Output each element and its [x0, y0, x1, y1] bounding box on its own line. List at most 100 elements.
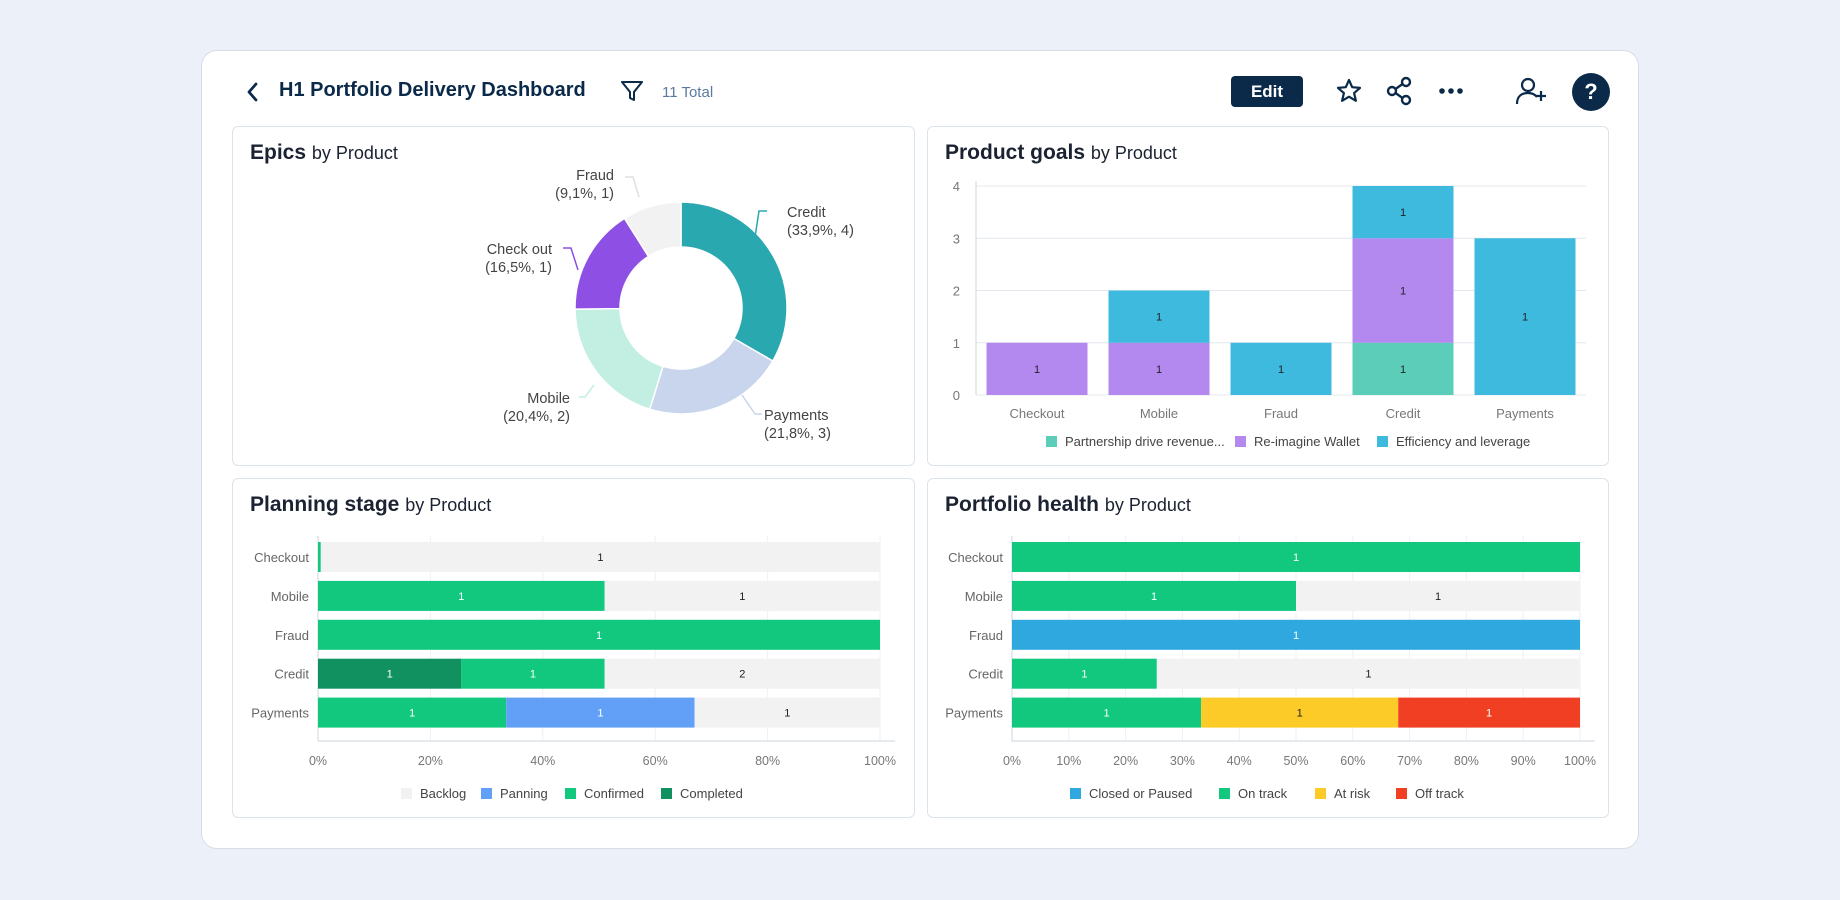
bar-mobile-efficiency-and-leverage: [1108, 290, 1210, 343]
y-tick-label-checkout: Checkout: [948, 550, 1003, 565]
bar-credit-backlog: [1156, 658, 1580, 689]
x-tick-label: 80%: [1454, 754, 1479, 768]
bar-value-label: 1: [1156, 364, 1162, 376]
legend-swatch-backlog: [401, 788, 412, 799]
bar-credit-partnership-drive-revenue: [1352, 342, 1454, 395]
pie-label-credit: Credit: [787, 205, 826, 221]
share-icon[interactable]: [1383, 75, 1415, 107]
bar-mobile-backlog: [1296, 580, 1580, 611]
legend-swatch-at-risk: [1315, 788, 1326, 799]
x-tick-label: 10%: [1056, 754, 1081, 768]
pie-leader-payments: [741, 394, 762, 415]
pie-value-credit: (33,9%, 4): [787, 223, 854, 239]
bar-value-label: 1: [1522, 312, 1528, 324]
bar-mobile-re-imagine-wallet: [1108, 342, 1210, 395]
bar-value-label: 1: [1365, 669, 1371, 681]
help-button[interactable]: ?: [1572, 73, 1610, 111]
add-user-icon[interactable]: [1515, 75, 1547, 107]
bar-mobile-confirmed: [318, 580, 605, 611]
y-tick-label-payments: Payments: [945, 706, 1003, 721]
y-tick-label: 0: [953, 388, 960, 403]
bar-value-label: 1: [387, 669, 393, 681]
legend-swatch-off-track: [1396, 788, 1407, 799]
pie-label-check-out: Check out: [487, 242, 552, 258]
x-tick-label: 50%: [1283, 754, 1308, 768]
bar-value-label: 2: [739, 669, 745, 681]
filter-icon[interactable]: [619, 78, 645, 104]
bar-value-label: 1: [1151, 591, 1157, 603]
bar-fraud-efficiency-and-leverage: [1230, 342, 1332, 395]
x-tick-label: 30%: [1170, 754, 1195, 768]
planning-card: Planning stage by Product 0% 20% 40% 60% 80%…: [232, 478, 915, 818]
pie-leader-mobile: [579, 384, 595, 398]
bar-payments-on-track: [1012, 697, 1202, 728]
y-tick-label-mobile: Mobile: [965, 589, 1003, 604]
bar-checkout-backlog: [320, 542, 880, 572]
y-tick-label-fraud: Fraud: [275, 628, 309, 643]
bar-value-label: 1: [1400, 207, 1406, 219]
goals-card: Product goals by Product 0 1 2 3 4 1 Checkout 1…: [927, 126, 1609, 466]
legend-swatch-panning: [481, 788, 492, 799]
bar-checkout-confirmed: [318, 542, 321, 572]
bar-value-label: 1: [1400, 286, 1406, 298]
y-tick-label-mobile: Mobile: [271, 589, 309, 604]
x-tick-label: 100%: [864, 754, 896, 768]
health-card: Portfolio health by Product 0% 10% 20% 30% 4…: [927, 478, 1609, 818]
pie-slice-fraud: [623, 201, 682, 258]
x-tick-label: 60%: [643, 754, 668, 768]
legend-label-re-imagine-wallet: Re-imagine Wallet: [1254, 434, 1360, 449]
legend-label-partnership-drive-revenue: Partnership drive revenue...: [1065, 434, 1225, 449]
legend-swatch-efficiency-and-leverage: [1377, 436, 1388, 447]
legend-swatch-closed-or-paused: [1070, 788, 1081, 799]
planning-bar-chart: 0% 20% 40% 60% 80% 100% Checkout 1 Mobile 1 1 Fraud…: [251, 536, 896, 801]
x-tick-label-fraud: Fraud: [1264, 406, 1298, 421]
y-tick-label: 3: [953, 231, 960, 246]
x-tick-label: 80%: [755, 754, 780, 768]
bar-value-label: 1: [739, 591, 745, 603]
x-tick-label-mobile: Mobile: [1140, 406, 1178, 421]
planning-card-title: Planning stage by Product: [250, 493, 492, 516]
legend-label-off-track: Off track: [1415, 786, 1464, 801]
x-tick-label: 100%: [1564, 754, 1596, 768]
pie-value-mobile: (20,4%, 2): [503, 409, 570, 425]
x-tick-label-checkout: Checkout: [1010, 406, 1065, 421]
pie-value-check-out: (16,5%, 1): [485, 260, 552, 276]
pie-slice-credit: [680, 201, 788, 363]
bar-value-label: 1: [1400, 364, 1406, 376]
goals-card-title: Product goals by Product: [945, 141, 1177, 164]
x-tick-label: 20%: [1113, 754, 1138, 768]
y-tick-label-fraud: Fraud: [969, 628, 1003, 643]
more-icon[interactable]: [1435, 75, 1467, 107]
legend-label-on-track: On track: [1238, 786, 1288, 801]
total-count: 11 Total: [662, 84, 714, 101]
bar-credit-re-imagine-wallet: [1352, 238, 1454, 343]
x-tick-label: 90%: [1511, 754, 1536, 768]
health-card-title: Portfolio health by Product: [945, 493, 1191, 516]
legend-swatch-on-track: [1219, 788, 1230, 799]
star-icon[interactable]: [1333, 75, 1365, 107]
bar-payments-confirmed: [318, 697, 507, 728]
x-tick-label: 60%: [1340, 754, 1365, 768]
page-title: H1 Portfolio Delivery Dashboard: [279, 79, 586, 101]
bar-value-label: 1: [1104, 708, 1110, 720]
edit-button[interactable]: Edit: [1231, 76, 1303, 107]
epics-card: Epics by Product Credit (33,9%, 4) Payment…: [232, 126, 915, 466]
health-bar-chart: 0% 10% 20% 30% 40% 50% 60% 70% 80% 90% 100% Checkou…: [945, 536, 1596, 801]
pie-label-mobile: Mobile: [527, 391, 570, 407]
bar-value-label: 1: [1278, 364, 1284, 376]
bar-value-label: 1: [596, 630, 602, 642]
bar-value-label: 1: [597, 552, 603, 564]
legend-swatch-confirmed: [565, 788, 576, 799]
y-tick-label-credit: Credit: [968, 667, 1003, 682]
back-icon[interactable]: [242, 79, 264, 105]
x-tick-label: 20%: [418, 754, 443, 768]
pie-slice-payments: [648, 337, 774, 415]
bar-value-label: 1: [1081, 669, 1087, 681]
bar-mobile-on-track: [1012, 580, 1296, 611]
pie-leader-credit: [754, 210, 767, 238]
bar-value-label: 1: [458, 591, 464, 603]
dashboard-frame: H1 Portfolio Delivery Dashboard 11 Total…: [201, 50, 1639, 849]
bar-checkout-re-imagine-wallet: [986, 342, 1088, 395]
legend-label-panning: Panning: [500, 786, 548, 801]
bar-value-label: 1: [1034, 364, 1040, 376]
